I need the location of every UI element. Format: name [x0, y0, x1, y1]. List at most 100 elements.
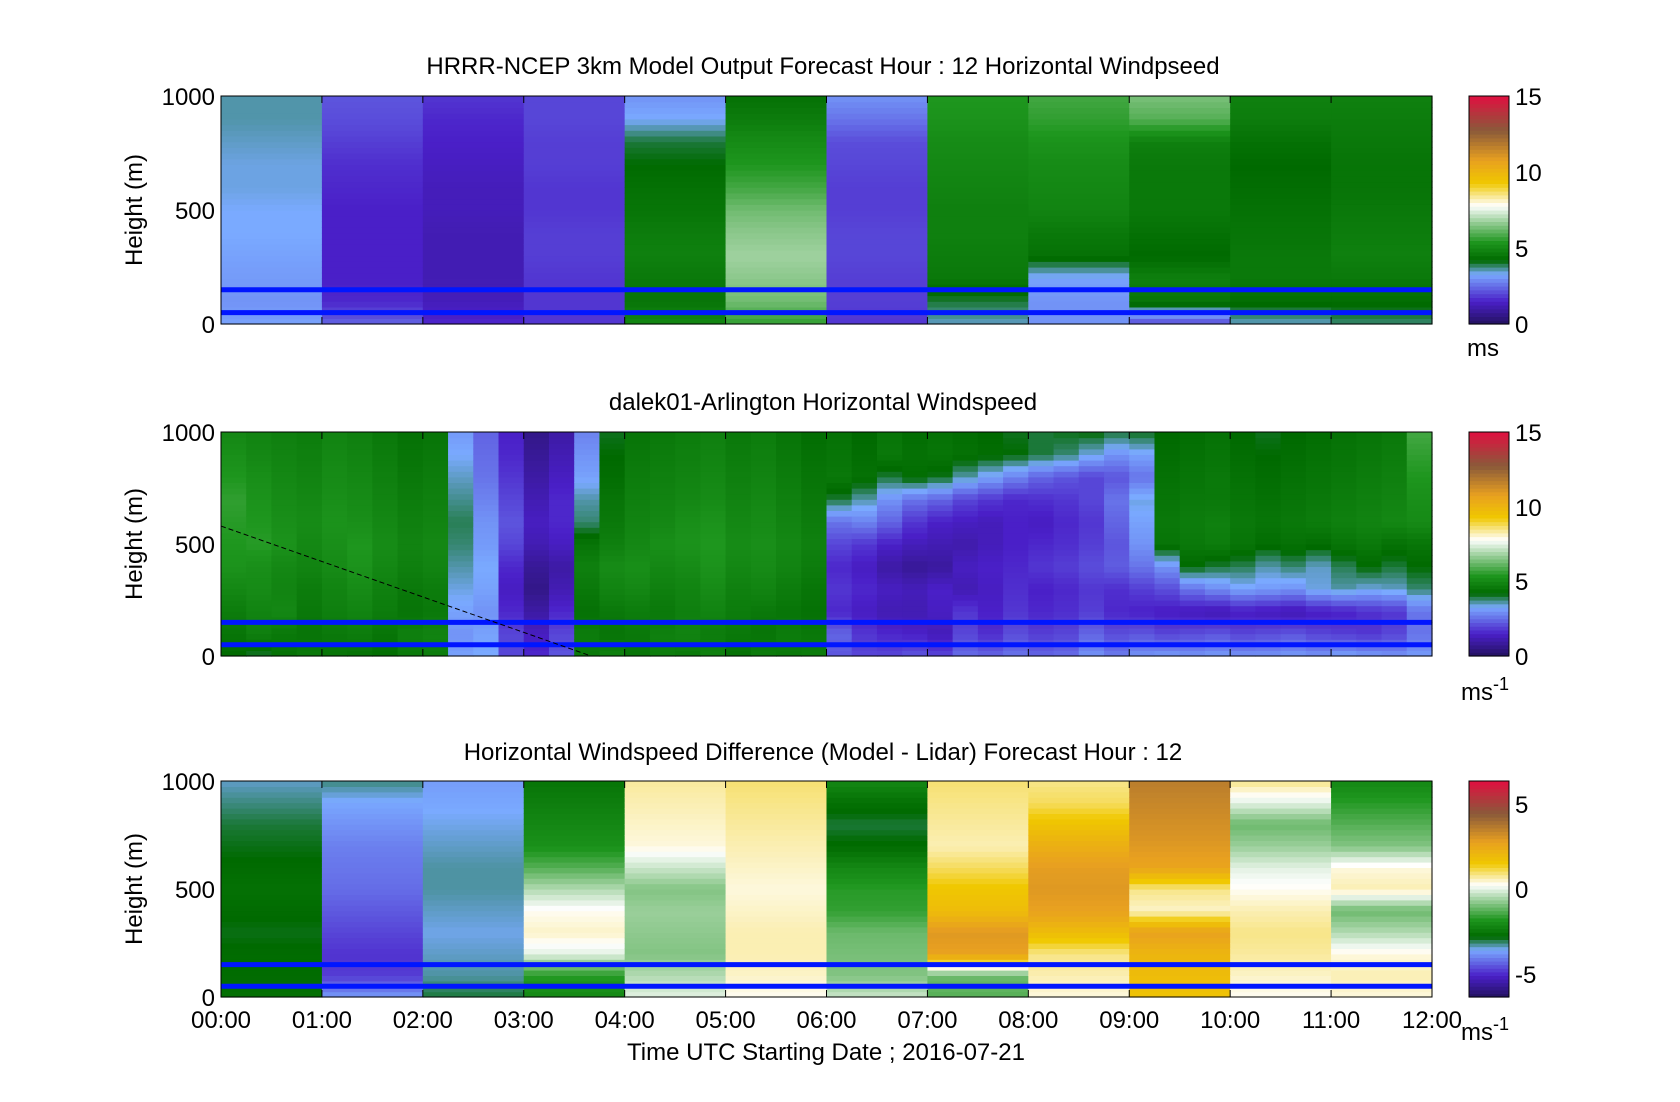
heatmap-cell	[649, 476, 676, 483]
heatmap-cell	[448, 549, 474, 556]
heatmap-cell	[1230, 948, 1332, 955]
heatmap-cell	[1230, 921, 1332, 928]
heatmap-cell	[1028, 835, 1130, 841]
heatmap-cell	[725, 181, 828, 188]
heatmap-cell	[725, 244, 828, 251]
heatmap-cell	[523, 227, 626, 234]
heatmap-cell	[1331, 878, 1433, 885]
heatmap-cell	[422, 970, 525, 976]
heatmap-cell	[321, 443, 348, 450]
heatmap-cell	[422, 221, 525, 228]
colorbar-swatch	[1469, 540, 1509, 545]
heatmap-cell	[296, 488, 323, 495]
heatmap-cell	[1129, 454, 1156, 461]
heatmap-cell	[422, 594, 449, 601]
heatmap-cell	[649, 448, 676, 455]
heatmap-cell	[221, 312, 323, 319]
heatmap-cell	[902, 644, 929, 651]
heatmap-cell	[826, 851, 929, 858]
heatmap-cell	[902, 488, 929, 495]
heatmap-cell	[725, 521, 752, 528]
heatmap-cell	[1230, 633, 1256, 640]
heatmap-cell	[1381, 465, 1408, 472]
heatmap-cell	[952, 650, 979, 657]
heatmap-cell	[1230, 910, 1332, 917]
heatmap-cell	[876, 454, 903, 461]
heatmap-cell	[1255, 583, 1282, 590]
heatmap-cell	[1154, 549, 1181, 556]
heatmap-cell	[1129, 781, 1231, 787]
heatmap-cell	[599, 628, 626, 635]
heatmap-cell	[321, 107, 424, 114]
heatmap-cell	[448, 443, 474, 450]
heatmap-cell	[1129, 198, 1231, 205]
heatmap-cell	[1331, 964, 1433, 971]
heatmap-cell	[422, 544, 449, 551]
heatmap-cell	[1356, 527, 1383, 534]
heatmap-cell	[599, 566, 626, 573]
heatmap-cell	[776, 432, 802, 439]
heatmap-cell	[372, 538, 399, 545]
heatmap-cell	[826, 905, 929, 912]
heatmap-cell	[1280, 622, 1307, 629]
heatmap-cell	[321, 566, 348, 573]
heatmap-cell	[876, 521, 903, 528]
heatmap-cell	[523, 198, 626, 205]
heatmap-cell	[1331, 141, 1433, 148]
heatmap-cell	[649, 482, 676, 489]
heatmap-cell	[1230, 101, 1332, 108]
heatmap-cell	[1230, 210, 1332, 217]
heatmap-cell	[523, 549, 550, 556]
heatmap-cell	[902, 482, 929, 489]
heatmap-cell	[876, 588, 903, 595]
heatmap-cell	[221, 840, 323, 847]
heatmap-cell	[1129, 244, 1231, 251]
heatmap-cell	[321, 476, 348, 483]
heatmap-cell	[422, 818, 525, 825]
heatmap-cell	[523, 867, 626, 874]
colorbar-swatch	[1469, 849, 1509, 854]
colorbar-swatch	[1469, 652, 1509, 657]
heatmap-cell	[876, 504, 903, 511]
heatmap-cell	[1129, 577, 1156, 584]
heatmap-cell	[1331, 829, 1433, 836]
heatmap-cell	[1331, 448, 1357, 455]
heatmap-cell	[422, 516, 449, 523]
heatmap-cell	[221, 970, 323, 976]
colorbar-swatch	[1469, 863, 1509, 868]
heatmap-cell	[574, 521, 601, 528]
heatmap-cell	[246, 549, 273, 556]
panel-difference-x-tick-labels: 00:00 01:00 02:00 03:00 04:00 05:00 06:00 07:00…	[191, 1007, 1462, 1034]
heatmap-cell	[1230, 628, 1256, 635]
heatmap-cell	[1305, 454, 1332, 461]
heatmap-cell	[1230, 650, 1256, 657]
heatmap-cell	[826, 443, 853, 450]
heatmap-cell	[221, 272, 323, 279]
heatmap-cell	[271, 516, 298, 523]
heatmap-cell	[1305, 555, 1332, 562]
heatmap-cell	[725, 261, 828, 268]
heatmap-cell	[347, 527, 373, 534]
heatmap-cell	[347, 482, 373, 489]
heatmap-cell	[725, 878, 828, 885]
heatmap-cell	[523, 301, 626, 308]
heatmap-cell	[624, 175, 727, 183]
heatmap-cell	[372, 465, 399, 472]
panel-difference-colorbar-unit-exp: -1	[1493, 1014, 1509, 1034]
heatmap-cell	[624, 437, 651, 444]
heatmap-cell	[498, 482, 525, 489]
heatmap-cell	[649, 432, 676, 439]
colorbar-swatch	[1469, 795, 1509, 800]
heatmap-cell	[851, 583, 878, 590]
heatmap-cell	[523, 261, 626, 268]
heatmap-cell	[1230, 493, 1256, 500]
heatmap-cell	[902, 499, 929, 506]
heatmap-cell	[271, 628, 298, 635]
heatmap-cell	[1053, 499, 1080, 506]
heatmap-cell	[801, 572, 828, 579]
heatmap-cell	[221, 210, 323, 217]
heatmap-cell	[523, 622, 550, 629]
heatmap-cell	[1331, 198, 1433, 205]
heatmap-cell	[927, 437, 954, 444]
heatmap-cell	[221, 135, 323, 143]
